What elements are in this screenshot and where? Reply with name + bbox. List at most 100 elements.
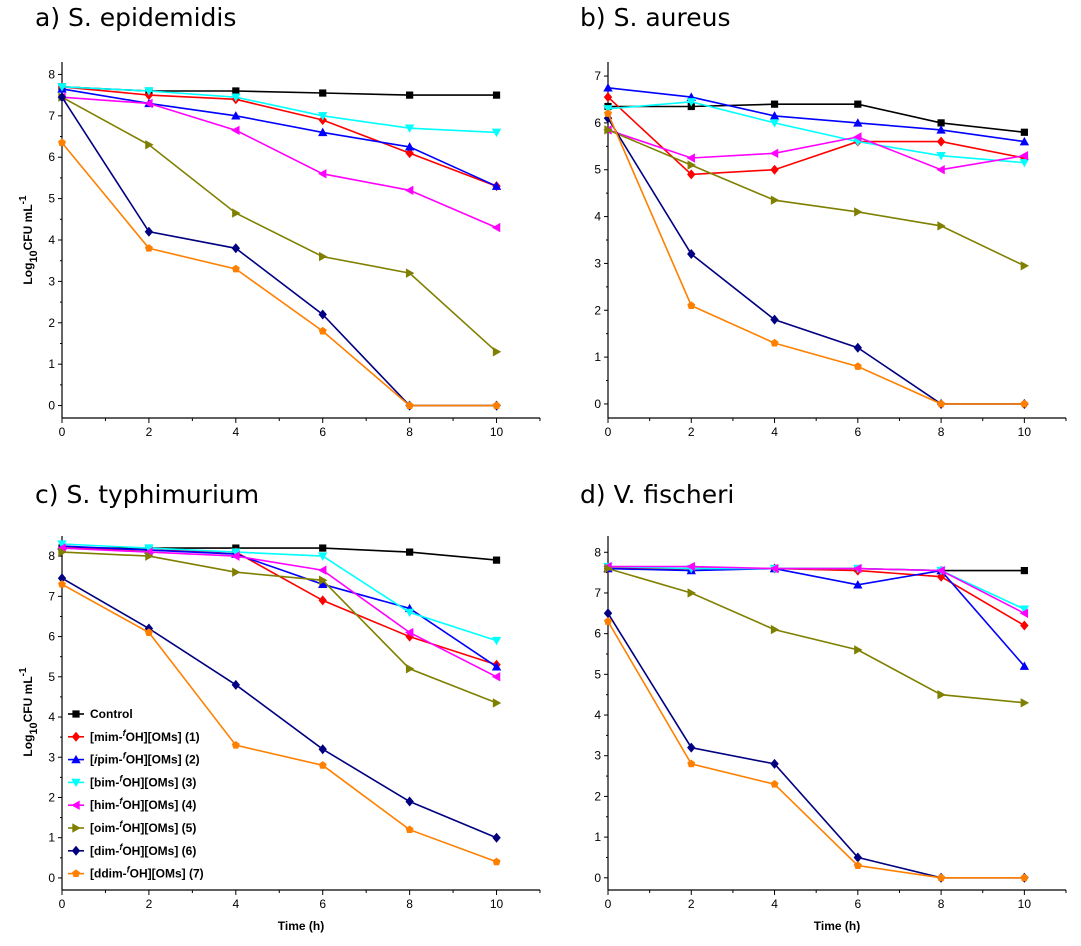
series-8 <box>58 580 501 866</box>
data-point <box>491 636 502 646</box>
y-tick-label: 1 <box>594 350 601 364</box>
y-tick-label: 4 <box>594 708 601 722</box>
y-tick-label: 6 <box>48 630 55 644</box>
legend-sup: f <box>119 796 123 806</box>
y-tick-label: 7 <box>594 69 601 83</box>
series-5 <box>57 543 501 682</box>
y-axis-label: Log10CFU mL-1 <box>18 195 40 285</box>
series-7 <box>57 92 501 411</box>
y-tick-label: 3 <box>48 274 55 288</box>
data-point <box>854 645 863 655</box>
data-point <box>491 222 501 233</box>
data-point <box>936 125 946 134</box>
legend-part: OH][OMs] (7) <box>130 867 204 881</box>
data-point <box>770 195 780 205</box>
data-point <box>937 873 946 882</box>
data-point <box>231 551 240 561</box>
legend-part: [oim- <box>90 821 119 835</box>
series-line <box>61 96 497 407</box>
data-point <box>937 221 946 231</box>
data-point <box>1020 698 1030 708</box>
y-tick-label: 0 <box>594 397 601 411</box>
data-point <box>853 852 863 863</box>
x-tick-label: 8 <box>406 425 413 439</box>
x-tick-label: 2 <box>688 425 695 439</box>
x-tick-label: 0 <box>59 425 66 439</box>
legend-swatch-marker <box>71 778 81 788</box>
x-tick-label: 0 <box>59 897 66 911</box>
data-point <box>769 148 779 159</box>
data-point <box>405 796 414 807</box>
data-point <box>770 164 779 175</box>
data-point <box>57 83 67 92</box>
data-point <box>936 165 945 175</box>
y-tick-label: 2 <box>48 790 55 804</box>
legend-part: [dim- <box>90 844 119 858</box>
data-point <box>145 551 154 561</box>
data-point <box>404 124 415 133</box>
data-point <box>492 91 501 99</box>
legend-swatch-marker <box>72 869 80 877</box>
chart-panel-2: b) S. aureus 0 1 2 3 4 5 6 7 0 2 4 6 8 10 <box>580 3 1067 439</box>
data-point <box>687 759 696 768</box>
legend-sup: f <box>119 773 123 783</box>
data-point <box>318 127 328 137</box>
data-point <box>144 226 154 237</box>
x-tick-label: 8 <box>938 897 945 911</box>
y-tick-label: 3 <box>48 750 55 764</box>
ylabel-main: Log <box>21 735 35 757</box>
x-tick-label: 2 <box>146 425 153 439</box>
series-3 <box>57 84 502 190</box>
data-point <box>405 268 415 278</box>
legend-swatch-marker <box>72 710 80 718</box>
legend-swatch-marker <box>71 845 81 856</box>
x-axis-label: Time (h) <box>278 919 324 933</box>
data-point <box>603 608 613 619</box>
data-point <box>1020 128 1028 136</box>
series-line <box>607 565 1025 610</box>
data-point <box>687 301 696 309</box>
data-point <box>853 342 863 353</box>
data-point <box>231 679 241 690</box>
series-line <box>607 129 1025 267</box>
data-point <box>937 399 946 408</box>
legend-swatch-marker <box>72 823 81 833</box>
data-point <box>405 825 414 834</box>
data-point <box>604 563 613 574</box>
series-8 <box>58 138 501 409</box>
ylabel-mid: CFU mL <box>21 204 35 250</box>
data-point <box>770 758 779 769</box>
x-tick-label: 10 <box>490 897 504 911</box>
legend-swatch-marker <box>71 754 81 764</box>
data-point <box>57 573 67 584</box>
series-line <box>61 86 497 134</box>
legend-label: [him-fOH][OMs] (4) <box>90 796 196 812</box>
legend-swatch-marker <box>71 800 80 810</box>
data-point <box>770 100 779 108</box>
data-point <box>491 128 502 138</box>
y-tick-label: 3 <box>594 256 601 270</box>
data-point <box>318 595 327 606</box>
data-point <box>406 91 414 99</box>
data-point <box>770 338 779 347</box>
data-point <box>603 92 613 103</box>
data-point <box>770 624 780 635</box>
legend-entry: [him-fOH][OMs] (4) <box>68 796 196 812</box>
data-point <box>232 567 241 577</box>
data-point <box>492 347 502 357</box>
series-6 <box>604 125 1030 271</box>
data-point <box>1019 605 1030 614</box>
y-tick-label: 1 <box>594 830 601 844</box>
chart-panel-4: d) V. fischeri 0 1 2 3 4 5 6 7 8 0 2 4 6 8 10 Time (h) <box>580 480 1067 933</box>
data-point <box>404 627 414 638</box>
data-point <box>58 547 67 557</box>
y-tick-label: 1 <box>48 831 55 845</box>
series-line <box>61 142 497 407</box>
legend-part: [him- <box>90 798 119 812</box>
data-point <box>144 628 153 636</box>
data-point <box>405 664 415 674</box>
data-point <box>770 780 779 788</box>
data-point <box>231 264 240 273</box>
series-2 <box>57 81 501 192</box>
data-point <box>1019 608 1029 619</box>
